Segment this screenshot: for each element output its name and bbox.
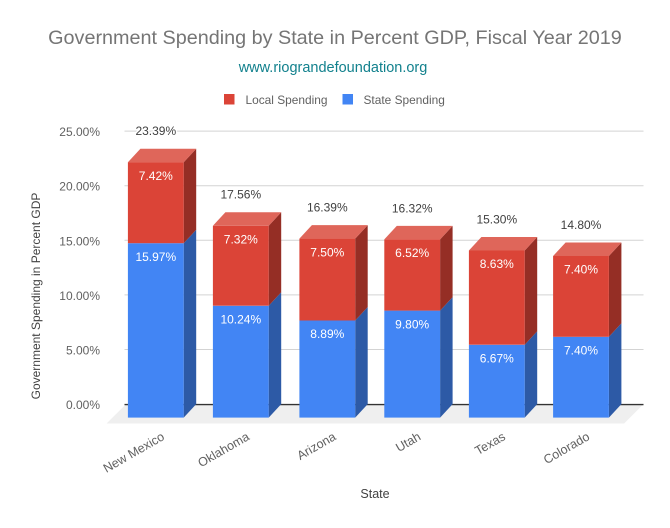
svg-text:7.42%: 7.42%: [139, 169, 173, 183]
svg-text:6.52%: 6.52%: [395, 246, 429, 260]
svg-text:8.89%: 8.89%: [310, 327, 344, 341]
svg-text:Local Spending: Local Spending: [246, 93, 328, 107]
svg-text:20.00%: 20.00%: [59, 180, 100, 194]
svg-text:25.00%: 25.00%: [59, 125, 100, 139]
svg-text:15.00%: 15.00%: [59, 234, 100, 248]
svg-text:16.32%: 16.32%: [392, 201, 433, 215]
svg-text:State Spending: State Spending: [364, 93, 445, 107]
svg-text:7.40%: 7.40%: [564, 344, 598, 358]
svg-text:Government Spending by State i: Government Spending by State in Percent …: [48, 27, 622, 49]
svg-text:0.00%: 0.00%: [66, 398, 100, 412]
svg-text:7.32%: 7.32%: [224, 233, 258, 247]
svg-text:5.00%: 5.00%: [66, 344, 100, 358]
svg-text:www.riograndefoundation.org: www.riograndefoundation.org: [238, 60, 428, 76]
svg-text:10.24%: 10.24%: [220, 313, 261, 327]
svg-text:23.39%: 23.39%: [135, 124, 176, 138]
svg-text:Government Spending in Percent: Government Spending in Percent GDP: [29, 193, 43, 400]
svg-text:16.39%: 16.39%: [307, 201, 348, 215]
svg-text:8.63%: 8.63%: [480, 257, 514, 271]
svg-text:17.56%: 17.56%: [220, 188, 261, 202]
svg-text:15.30%: 15.30%: [476, 212, 517, 226]
svg-text:6.67%: 6.67%: [480, 352, 514, 366]
svg-text:7.40%: 7.40%: [564, 263, 598, 277]
svg-text:14.80%: 14.80%: [561, 218, 602, 232]
svg-text:9.80%: 9.80%: [395, 317, 429, 331]
svg-text:10.00%: 10.00%: [59, 289, 100, 303]
svg-text:State: State: [360, 487, 389, 501]
svg-text:15.97%: 15.97%: [135, 250, 176, 264]
svg-text:7.50%: 7.50%: [310, 245, 344, 259]
